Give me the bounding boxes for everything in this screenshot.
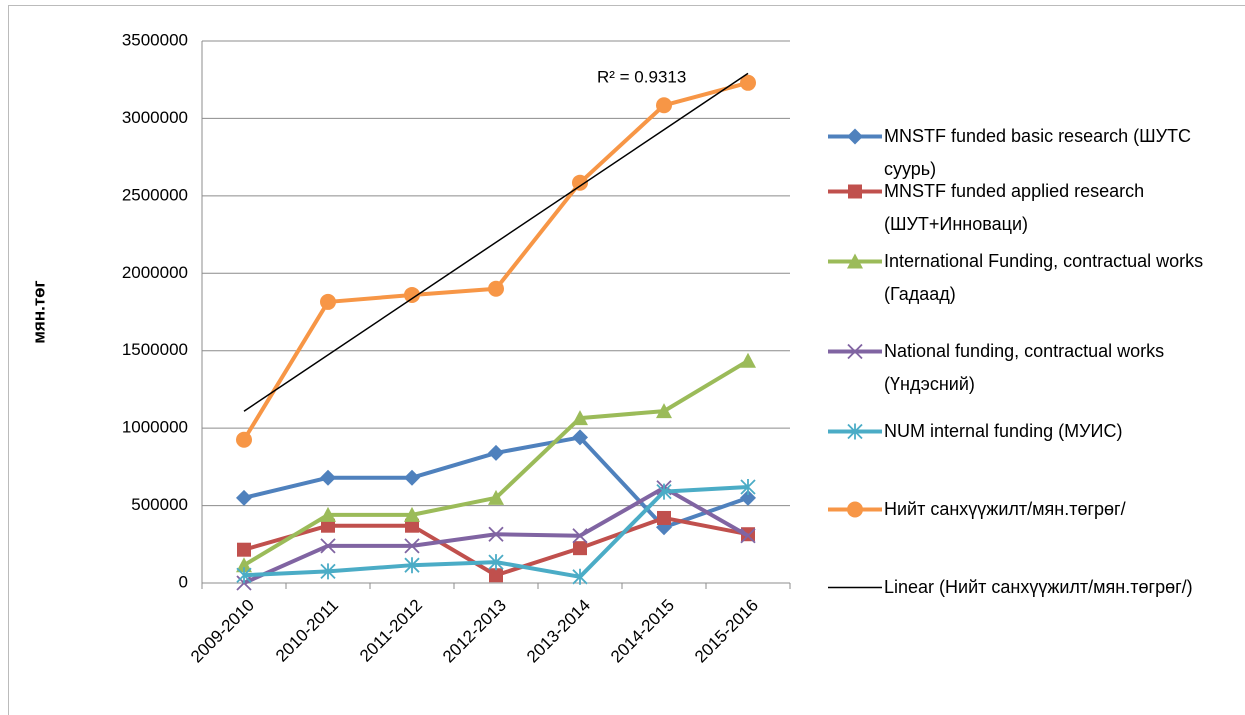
y-tick-label: 2000000 bbox=[122, 263, 188, 282]
marker bbox=[236, 489, 252, 506]
legend-swatch bbox=[828, 423, 882, 440]
y-axis-label: мян.төг bbox=[29, 280, 48, 343]
marker bbox=[740, 74, 756, 91]
y-tick-label: 500000 bbox=[131, 495, 188, 514]
marker bbox=[740, 528, 756, 544]
y-tick-label: 0 bbox=[179, 572, 188, 591]
marker bbox=[404, 557, 420, 574]
legend-item: Linear (Нийт санхүүжилт/мян.төгрөг/) bbox=[826, 571, 1244, 604]
y-tick-label: 1500000 bbox=[122, 340, 188, 359]
legend-swatch bbox=[828, 253, 882, 269]
marker bbox=[320, 563, 336, 580]
marker bbox=[847, 423, 863, 440]
marker bbox=[656, 97, 672, 114]
marker bbox=[848, 184, 862, 199]
x-tick-label: 2009-2010 bbox=[187, 596, 258, 667]
marker bbox=[847, 343, 863, 360]
marker bbox=[488, 489, 504, 505]
marker bbox=[847, 501, 863, 518]
marker bbox=[404, 506, 420, 522]
marker bbox=[572, 429, 588, 446]
marker bbox=[488, 554, 504, 571]
marker bbox=[488, 444, 504, 461]
marker bbox=[656, 403, 672, 419]
legend-swatch bbox=[828, 128, 882, 145]
marker bbox=[740, 489, 756, 506]
marker bbox=[488, 280, 504, 297]
marker bbox=[404, 538, 420, 554]
legend-label: Linear (Нийт санхүүжилт/мян.төгрөг/) bbox=[884, 577, 1193, 597]
trendline bbox=[243, 72, 749, 412]
legend-item: MNSTF funded applied research (ШУТ+Иннов… bbox=[826, 175, 1244, 241]
legend-item: NUM internal funding (МУИС) bbox=[826, 415, 1244, 448]
x-tick-label: 2010-2011 bbox=[272, 596, 342, 666]
marker bbox=[740, 352, 756, 368]
legend-swatch bbox=[828, 184, 882, 199]
marker bbox=[572, 528, 588, 544]
marker bbox=[320, 506, 336, 522]
marker bbox=[321, 518, 335, 533]
x-tick-label: 2015-2016 bbox=[691, 596, 762, 667]
legend-swatch bbox=[828, 501, 882, 518]
legend-swatch bbox=[828, 586, 882, 589]
marker bbox=[320, 538, 336, 554]
legend-item: International Funding, contractual works… bbox=[826, 245, 1244, 311]
y-tick-label: 1000000 bbox=[122, 418, 188, 437]
legend-label: MNSTF funded basic research (ШУТС суурь) bbox=[884, 126, 1192, 179]
legend-label: MNSTF funded applied research (ШУТ+Иннов… bbox=[884, 181, 1145, 234]
x-tick-label: 2011-2012 bbox=[356, 596, 426, 666]
marker bbox=[573, 541, 587, 556]
marker bbox=[489, 568, 503, 583]
y-tick-label: 3500000 bbox=[122, 30, 188, 49]
marker bbox=[488, 526, 504, 542]
marker bbox=[847, 253, 863, 269]
legend-item: National funding, contractual works (Үнд… bbox=[826, 335, 1244, 401]
legend-label: International Funding, contractual works… bbox=[884, 251, 1204, 304]
marker bbox=[236, 567, 252, 584]
marker bbox=[320, 293, 336, 310]
legend-label: Нийт санхүүжилт/мян.төгрөг/ bbox=[884, 499, 1126, 519]
x-tick-label: 2012-2013 bbox=[439, 596, 510, 667]
marker bbox=[405, 518, 419, 533]
marker bbox=[656, 483, 672, 500]
marker bbox=[572, 568, 588, 585]
marker bbox=[236, 557, 252, 573]
y-tick-label: 3000000 bbox=[122, 108, 188, 127]
x-tick-label: 2013-2014 bbox=[523, 596, 594, 667]
marker bbox=[740, 478, 756, 495]
legend-label: National funding, contractual works (Үнд… bbox=[884, 341, 1165, 394]
marker bbox=[657, 510, 671, 525]
series-line bbox=[242, 80, 749, 441]
marker bbox=[404, 286, 420, 303]
legend-item: MNSTF funded basic research (ШУТС суурь) bbox=[826, 120, 1244, 186]
marker bbox=[237, 542, 251, 557]
marker bbox=[572, 174, 588, 191]
trendline-annotation: R² = 0.9313 bbox=[597, 67, 686, 86]
marker bbox=[320, 469, 336, 486]
legend-item: Нийт санхүүжилт/мян.төгрөг/ bbox=[826, 493, 1244, 526]
border bbox=[8, 5, 1245, 715]
marker bbox=[404, 469, 420, 486]
marker bbox=[847, 128, 863, 145]
x-tick-label: 2014-2015 bbox=[607, 596, 678, 667]
legend-label: NUM internal funding (МУИС) bbox=[884, 421, 1123, 441]
marker bbox=[572, 410, 588, 426]
legend-swatch bbox=[828, 343, 882, 360]
marker bbox=[236, 431, 252, 448]
y-tick-label: 2500000 bbox=[122, 185, 188, 204]
